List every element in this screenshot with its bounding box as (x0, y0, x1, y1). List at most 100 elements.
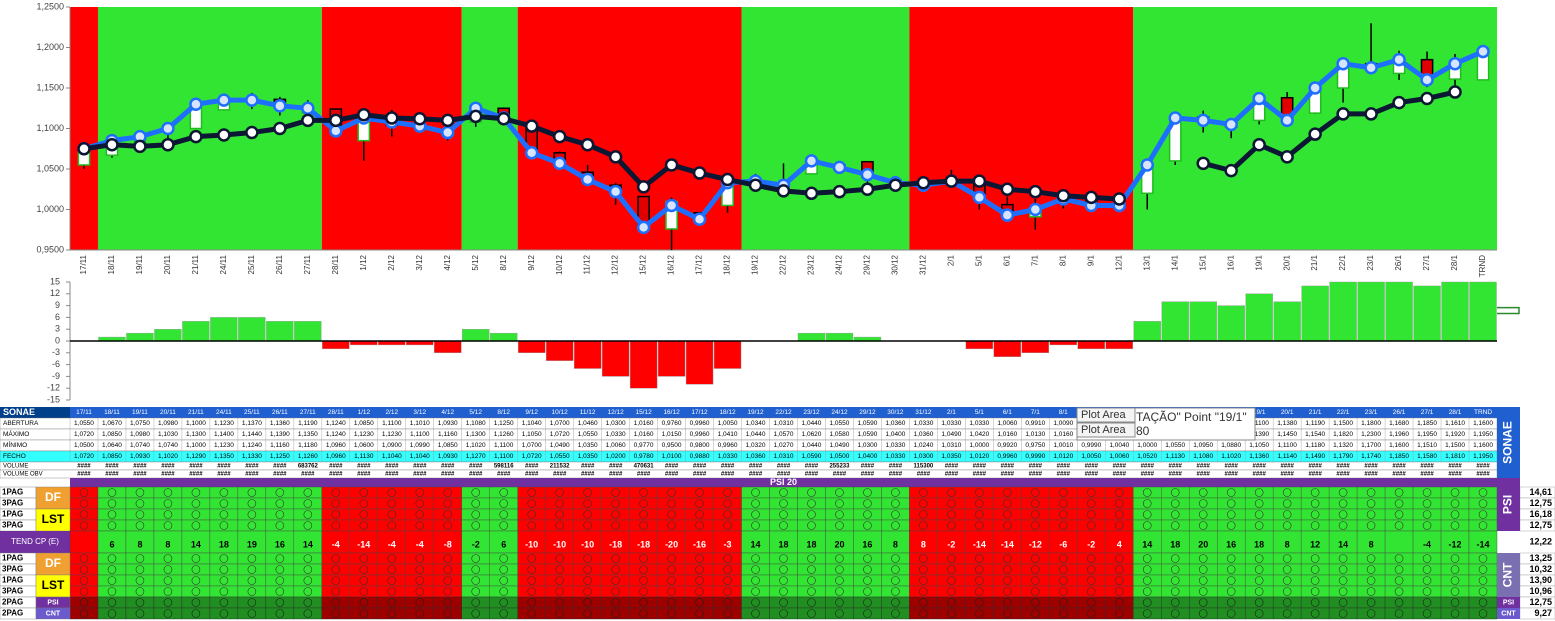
signal-dot (471, 521, 481, 530)
signal-dot (1198, 554, 1208, 563)
histogram-bar (825, 332, 854, 342)
histogram-bar (1021, 340, 1050, 354)
trend-value: 18 (1170, 539, 1180, 549)
histogram-bar (601, 340, 630, 377)
signal-dot (247, 576, 257, 585)
signal-dot (611, 488, 620, 497)
regime-band (461, 7, 518, 250)
table-cell: #### (1225, 472, 1239, 478)
trend-value: -2 (472, 539, 480, 549)
signal-dot (219, 587, 229, 596)
signal-dot (79, 554, 89, 563)
signal-dot (1422, 576, 1432, 585)
x-tick-label: 12/12 (611, 254, 620, 275)
signal-dot (807, 554, 816, 563)
line-marker (636, 180, 651, 194)
signal-dot (1310, 510, 1320, 519)
x-tick-label: 31/12 (919, 254, 928, 275)
signal-dot (1422, 521, 1432, 530)
line-marker (1196, 113, 1210, 128)
signal-dot (1226, 510, 1236, 519)
signal-dot (387, 521, 397, 530)
signal-dot (443, 598, 453, 607)
signal-dot (499, 554, 508, 563)
tag-box (35, 607, 71, 620)
signal-dot (835, 510, 844, 519)
table-cell: 1,1370 (242, 420, 262, 427)
table-cell: 1,0490 (830, 442, 850, 449)
histogram-bar (1189, 301, 1217, 342)
table-cell: 1,0330 (969, 420, 989, 427)
histogram-bar (713, 340, 742, 369)
signal-dot (1198, 598, 1208, 607)
table-cell: #### (749, 472, 763, 478)
column-header: 20/1 (1281, 409, 1294, 416)
y-tick-label: 6 (55, 312, 60, 322)
signal-dot (107, 609, 117, 618)
histogram-bar (126, 332, 154, 342)
signal-dot (1226, 587, 1236, 596)
signal-dot (1450, 609, 1460, 618)
table-cell: #### (1225, 464, 1239, 470)
histogram-bar (1385, 281, 1413, 342)
signal-dot (975, 598, 984, 607)
signal-dot (695, 609, 704, 618)
row-label: 3PAG (2, 521, 23, 530)
table-cell: 1,0600 (354, 442, 374, 449)
signal-dot (1366, 488, 1376, 497)
trend-value: -14 (357, 539, 370, 549)
table-cell: 1,1680 (1389, 420, 1409, 427)
signal-dot (527, 488, 536, 497)
table-cell: #### (553, 472, 567, 478)
signal-dot (135, 609, 145, 618)
table-cell: 1,0720 (74, 431, 94, 438)
signal-dot (1478, 598, 1488, 607)
signal-dot (639, 510, 648, 519)
row-label: ABERTURA (3, 420, 39, 427)
y-tick-label: -15 (47, 394, 60, 404)
x-tick-label: 19/12 (751, 254, 760, 275)
table-cell: #### (525, 472, 539, 478)
table-cell: #### (1141, 472, 1155, 478)
signal-dot (1282, 521, 1292, 530)
line-marker (217, 128, 231, 142)
column-header: TRND (1474, 409, 1492, 416)
score: 12,75 (1529, 498, 1552, 508)
line-marker (748, 178, 763, 192)
column-header: 26/11 (272, 409, 288, 416)
signal-dot (1198, 609, 1208, 618)
signal-dot (1422, 488, 1432, 497)
table-cell: 1,0160 (997, 431, 1017, 438)
table-cell: 1,0880 (1221, 442, 1241, 449)
signal-dot (1282, 488, 1292, 497)
line-marker (552, 156, 567, 171)
signal-dot (1226, 598, 1236, 607)
line-marker (860, 167, 875, 182)
trend-value: -2 (1087, 539, 1095, 549)
column-header: 5/12 (469, 409, 482, 416)
signal-dot (1310, 598, 1320, 607)
tooltip-text: TAÇÃO" Point "19/1" (1136, 410, 1247, 424)
table-cell: 1,1400 (214, 431, 234, 438)
signal-dot (1226, 576, 1236, 585)
signal-dot (219, 576, 229, 585)
signal-title: PSI 20 (770, 477, 797, 487)
signal-dot (1478, 565, 1488, 574)
signal-dot (1031, 598, 1040, 607)
signal-dot (1338, 598, 1348, 607)
line-marker (1420, 73, 1434, 87)
signal-dot (555, 609, 564, 618)
signal-dot (79, 499, 89, 508)
table-cell: #### (581, 464, 595, 470)
signal-dot (555, 510, 564, 519)
signal-dot (1198, 510, 1208, 519)
signal-dot (1170, 521, 1180, 530)
line-marker (1224, 163, 1238, 178)
signal-dot (1282, 510, 1292, 519)
signal-dot (1086, 598, 1096, 607)
line-marker (1000, 182, 1015, 196)
signal-dot (471, 609, 481, 618)
x-tick-label: 10/12 (555, 254, 564, 275)
table-cell: #### (1197, 472, 1211, 478)
table-cell: 1,1380 (1277, 420, 1297, 427)
